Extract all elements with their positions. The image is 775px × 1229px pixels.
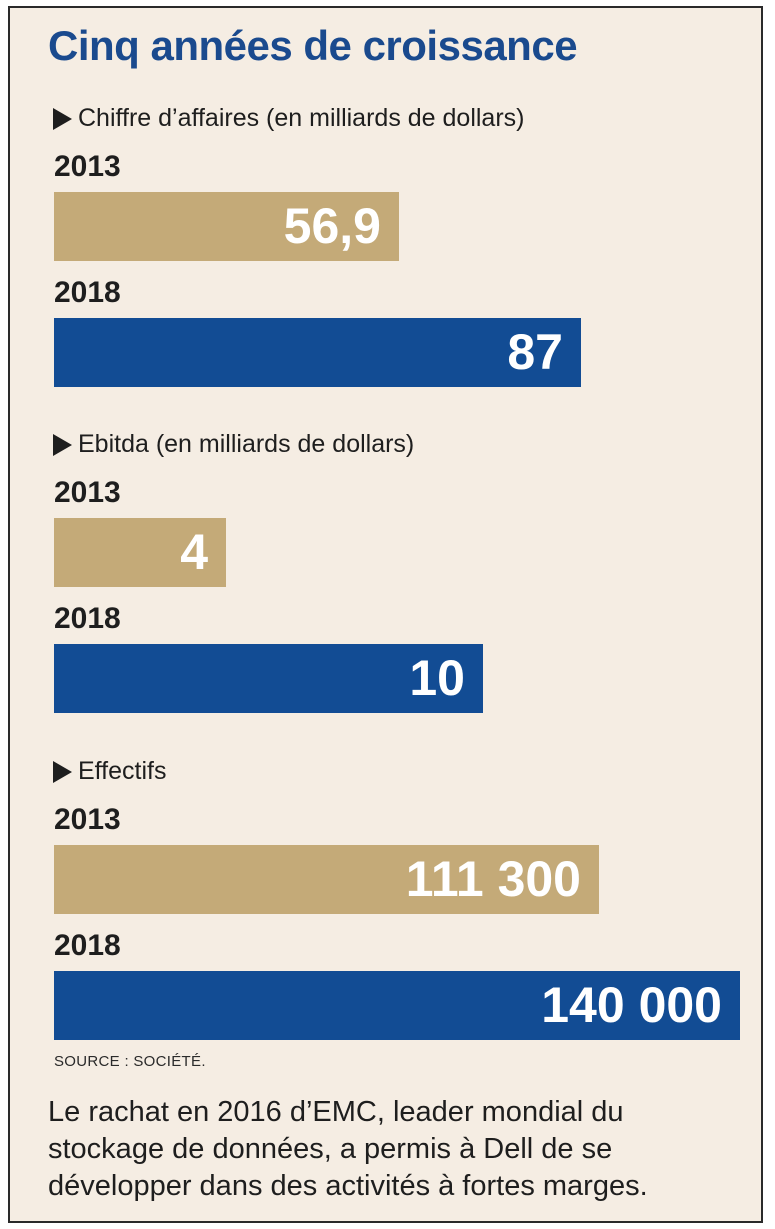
bar-value-label: 111 300	[405, 851, 581, 907]
bar-2013: 4	[54, 518, 226, 587]
year-label: 2013	[54, 150, 121, 183]
panel-subtitle-text: Ebitda (en milliards de dollars)	[78, 430, 415, 458]
year-label: 2018	[54, 602, 121, 635]
year-label: 2018	[54, 276, 121, 309]
triangle-arrow-icon	[53, 107, 72, 130]
bar-2018: 140 000	[54, 971, 740, 1040]
chart-title: Cinq années de croissance	[48, 22, 578, 69]
infographic-frame	[8, 6, 763, 1223]
bar-value-label: 4	[180, 524, 208, 580]
source-note: SOURCE : SOCIÉTÉ.	[54, 1053, 206, 1070]
year-label: 2013	[54, 476, 121, 509]
bar-2018: 87	[54, 318, 581, 387]
panel-subtitle: Ebitda (en milliards de dollars)	[53, 430, 414, 459]
panel-subtitle: Chiffre d’affaires (en milliards de doll…	[53, 104, 524, 133]
bar-2013: 56,9	[54, 192, 399, 261]
panel-subtitle-text: Effectifs	[78, 757, 167, 785]
caption: Le rachat en 2016 d’EMC, leader mondial …	[48, 1096, 648, 1202]
panel-subtitle: Effectifs	[53, 757, 166, 786]
panel-subtitle-text: Chiffre d’affaires (en milliards de doll…	[78, 104, 525, 132]
year-label: 2018	[54, 929, 121, 962]
bar-value-label: 87	[507, 324, 563, 380]
triangle-arrow-icon	[53, 433, 72, 456]
bar-value-label: 140 000	[541, 977, 722, 1033]
bar-2013: 111 300	[54, 845, 599, 914]
triangle-arrow-icon	[53, 760, 72, 783]
year-label: 2013	[54, 803, 121, 836]
bar-2018: 10	[54, 644, 483, 713]
bar-value-label: 56,9	[283, 198, 381, 254]
bar-value-label: 10	[409, 650, 465, 706]
